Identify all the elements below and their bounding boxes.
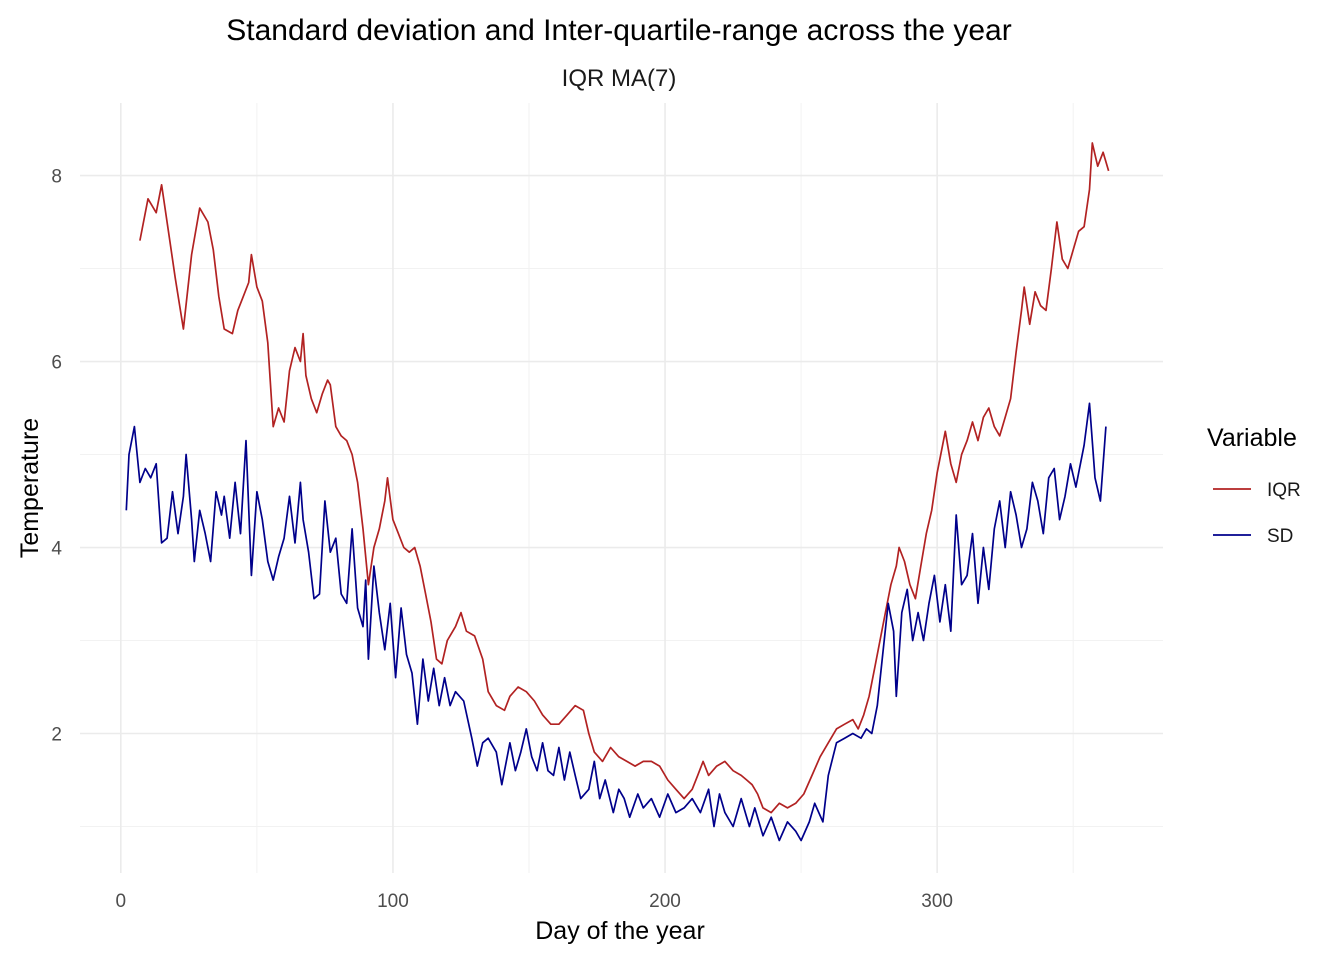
x-axis-title: Day of the year xyxy=(535,917,705,945)
legend-label-iqr: IQR xyxy=(1267,480,1301,501)
chart-subtitle: IQR MA(7) xyxy=(562,65,677,92)
y-tick-label: 4 xyxy=(51,539,62,560)
legend-title: Variable xyxy=(1207,424,1297,452)
chart-title: Standard deviation and Inter-quartile-ra… xyxy=(226,14,1011,47)
x-tick-label: 100 xyxy=(377,891,409,912)
series-line-sd xyxy=(125,402,1107,842)
x-tick-label: 0 xyxy=(116,891,127,912)
y-tick-label: 8 xyxy=(51,167,62,188)
x-axis-ticks: 0 100 200 300 xyxy=(116,891,953,912)
y-axis-ticks: 2 4 6 8 xyxy=(51,167,62,746)
series-lines xyxy=(125,142,1110,842)
series-line-iqr xyxy=(139,142,1110,814)
minor-gridlines xyxy=(80,103,1163,873)
x-tick-label: 200 xyxy=(649,891,681,912)
x-tick-label: 300 xyxy=(921,891,953,912)
major-gridlines xyxy=(80,103,1163,873)
y-axis-title: Temperature xyxy=(16,418,44,558)
legend-items: IQR SD xyxy=(1213,480,1301,547)
y-tick-label: 2 xyxy=(51,725,62,746)
y-tick-label: 6 xyxy=(51,353,62,374)
legend: Variable IQR SD xyxy=(1207,424,1301,547)
legend-label-sd: SD xyxy=(1267,526,1293,547)
